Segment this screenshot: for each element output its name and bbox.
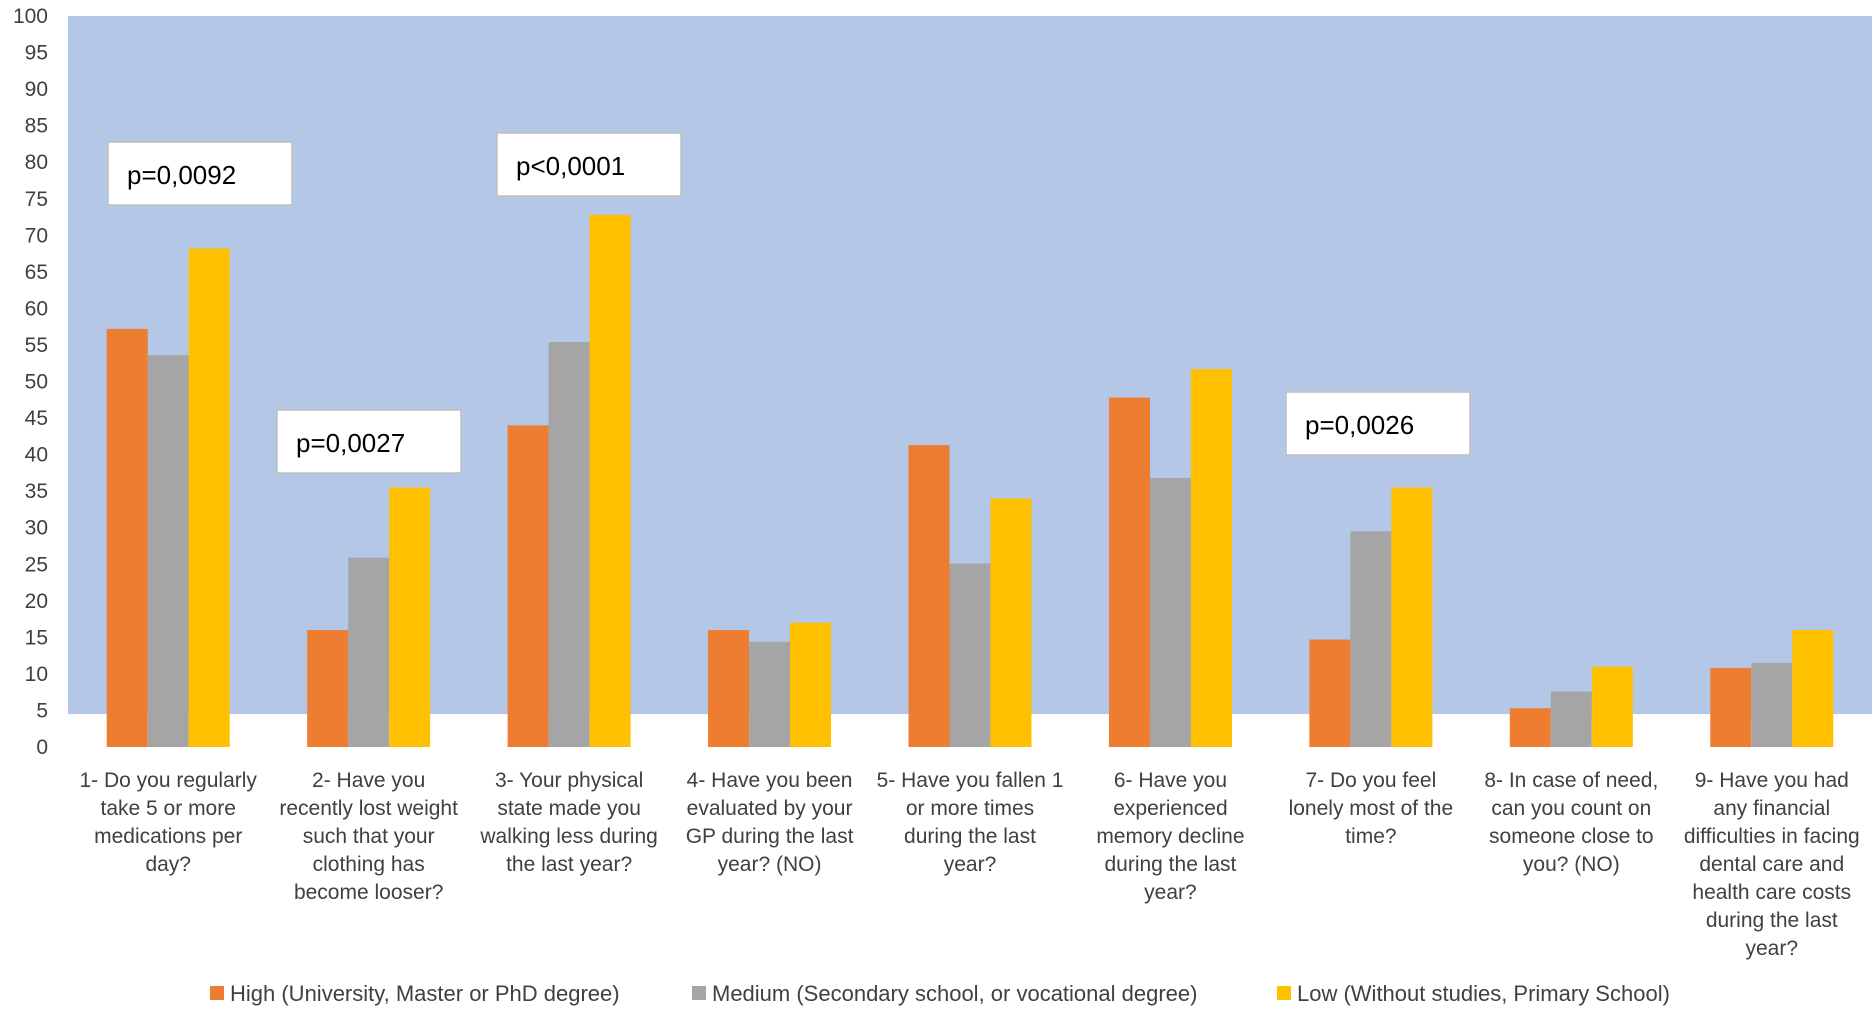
legend-swatch bbox=[210, 986, 224, 1000]
y-tick-label: 95 bbox=[25, 42, 48, 65]
y-tick-label: 40 bbox=[25, 444, 48, 467]
bar bbox=[1149, 477, 1191, 747]
y-tick-label: 45 bbox=[25, 407, 48, 430]
legend-label: Low (Without studies, Primary School) bbox=[1297, 981, 1670, 1006]
x-axis: 1- Do you regularly take 5 or more medicat… bbox=[80, 769, 1860, 960]
y-tick-label: 50 bbox=[25, 371, 48, 394]
p-value-annotation: p=0,0026 bbox=[1285, 391, 1471, 456]
bar bbox=[1509, 708, 1551, 747]
p-value-annotation: p<0,0001 bbox=[496, 132, 682, 197]
x-category-label: 2- Have you recently lost weight such that… bbox=[279, 769, 458, 904]
bar bbox=[1190, 369, 1232, 747]
annotation-text: p<0,0001 bbox=[516, 151, 625, 181]
x-category-label: 4- Have you been evaluated by your GP duri… bbox=[686, 769, 854, 876]
annotation-box bbox=[107, 141, 293, 206]
bar bbox=[1350, 531, 1392, 747]
y-tick-label: 25 bbox=[25, 553, 48, 576]
x-category-label: 6- Have you experienced memory decline duri… bbox=[1096, 769, 1244, 904]
bar bbox=[106, 328, 148, 747]
annotations: p=0,0092 p=0,0027 p<0,0001 p=0,0026 bbox=[107, 132, 1471, 474]
y-tick-label: 60 bbox=[25, 297, 48, 320]
annotation-box bbox=[496, 132, 682, 197]
p-value-annotation: p=0,0092 bbox=[107, 141, 293, 206]
bar bbox=[1591, 666, 1633, 747]
bar bbox=[1751, 662, 1793, 747]
bar bbox=[589, 214, 631, 747]
x-category-label: 9- Have you had any financial difficulties… bbox=[1684, 769, 1860, 960]
bar bbox=[749, 641, 791, 747]
bar bbox=[1710, 668, 1752, 747]
annotation-text: p=0,0092 bbox=[127, 160, 236, 190]
y-tick-label: 90 bbox=[25, 78, 48, 101]
y-tick-label: 15 bbox=[25, 626, 48, 649]
x-category-label: 5- Have you fallen 1 or more times during … bbox=[877, 769, 1064, 876]
bar bbox=[389, 487, 431, 747]
bar bbox=[307, 630, 349, 747]
x-category-label: 3- Your physical state made you walking le… bbox=[479, 769, 657, 876]
bar bbox=[348, 557, 390, 747]
legend-swatch bbox=[692, 986, 706, 1000]
legend: High (University, Master or PhD degree) M… bbox=[210, 981, 1670, 1006]
y-tick-label: 30 bbox=[25, 517, 48, 540]
bar bbox=[188, 248, 230, 747]
y-tick-label: 65 bbox=[25, 261, 48, 284]
x-category-label: 7- Do you feel lonely most of the time? bbox=[1289, 769, 1454, 848]
y-axis: 0 5 10 15 20 25 30 35 40 45 50 55 60 65 70 75 80 85 90 95 10… bbox=[13, 5, 48, 759]
bar bbox=[548, 342, 590, 747]
y-tick-label: 80 bbox=[25, 151, 48, 174]
y-tick-label: 0 bbox=[36, 736, 48, 759]
bar bbox=[1108, 397, 1150, 747]
y-tick-label: 100 bbox=[13, 5, 48, 28]
y-tick-label: 35 bbox=[25, 480, 48, 503]
annotation-text: p=0,0027 bbox=[296, 428, 405, 458]
y-tick-label: 55 bbox=[25, 334, 48, 357]
bar bbox=[949, 563, 991, 747]
annotation-box bbox=[276, 409, 462, 474]
bar bbox=[908, 445, 950, 747]
bar bbox=[708, 630, 750, 747]
bar bbox=[1309, 639, 1351, 747]
legend-label: Medium (Secondary school, or vocational … bbox=[712, 981, 1197, 1006]
bar bbox=[147, 355, 189, 747]
y-tick-label: 75 bbox=[25, 188, 48, 211]
p-value-annotation: p=0,0027 bbox=[276, 409, 462, 474]
y-tick-label: 20 bbox=[25, 590, 48, 613]
y-tick-label: 5 bbox=[36, 699, 48, 722]
bars bbox=[106, 214, 1834, 747]
y-tick-label: 70 bbox=[25, 224, 48, 247]
bar bbox=[990, 498, 1032, 747]
bar bbox=[1550, 691, 1592, 747]
y-tick-label: 10 bbox=[25, 663, 48, 686]
annotation-text: p=0,0026 bbox=[1305, 410, 1414, 440]
bar bbox=[507, 425, 549, 747]
bar bbox=[1391, 487, 1433, 747]
bar bbox=[790, 622, 832, 747]
x-category-label: 1- Do you regularly take 5 or more medicat… bbox=[80, 769, 258, 876]
bar bbox=[1792, 630, 1834, 747]
legend-swatch bbox=[1277, 986, 1291, 1000]
annotation-box bbox=[1285, 391, 1471, 456]
x-category-label: 8- In case of need, can you count on someo… bbox=[1484, 769, 1658, 876]
y-tick-label: 85 bbox=[25, 115, 48, 138]
legend-label: High (University, Master or PhD degree) bbox=[230, 981, 620, 1006]
